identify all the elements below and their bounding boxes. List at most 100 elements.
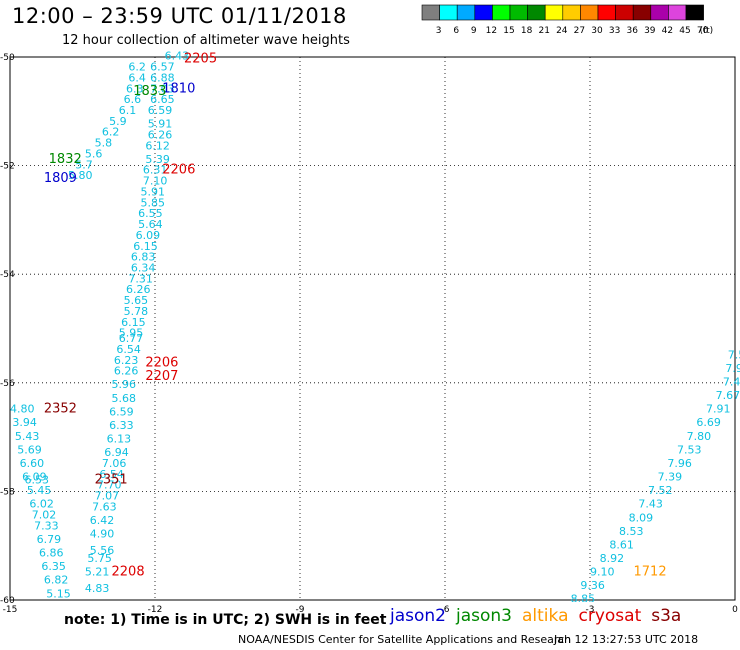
wave-height-label: 6.26 (126, 283, 151, 296)
legend-tick-label: 9 (471, 26, 477, 36)
wave-height-label: 7.5 (728, 348, 740, 361)
wave-height-label: 6.82 (44, 574, 68, 587)
wave-height-label: 5.78 (124, 305, 149, 318)
wave-height-label: 7.70 (97, 479, 122, 492)
wave-height-label: 6.69 (696, 416, 721, 429)
wave-height-label: 6.02 (29, 498, 54, 511)
wave-height-label: 6.3 (126, 82, 144, 95)
wave-height-label: 5.85 (141, 196, 166, 209)
wave-height-label: 6.09 (136, 229, 161, 242)
legend-tick-label: 24 (556, 26, 568, 36)
wave-height-label: 6.42 (90, 514, 115, 527)
wave-height-label: 6.09 (22, 471, 47, 484)
wave-height-label: 7.9 (725, 362, 740, 375)
lat-tick-label: -54 (0, 270, 15, 280)
wave-height-label: 9.10 (590, 566, 615, 579)
legend-tick-label: 3 (436, 26, 442, 36)
wave-height-label: 6.26 (114, 365, 138, 378)
pass-time-label: 1833 (133, 84, 166, 99)
satellite-legend: jason2 jason3 altika cryosat s3a (390, 606, 691, 626)
pass-time-label: 2206 (162, 163, 195, 178)
wave-height-label: 7.80 (687, 430, 712, 443)
wave-height-label: 5.21 (85, 566, 110, 579)
lon-tick-label: -12 (148, 605, 163, 615)
plot-frame (9, 56, 736, 601)
legend-tick-label: 70 (697, 26, 709, 36)
generated-timestamp: Jan 12 13:27:53 UTC 2018 (554, 633, 699, 646)
wave-height-label: 5.95 (119, 327, 144, 340)
wave-height-label: 6.43 (165, 50, 190, 63)
wave-height-label: 7.02 (32, 509, 57, 522)
legend-tick-label: 27 (574, 26, 585, 36)
wave-height-label: 6.59 (109, 405, 134, 418)
wave-height-label: 10.1 (708, 609, 733, 622)
footer-note: note: 1) Time is in UTC; 2) SWH is in fe… (64, 612, 387, 628)
lon-tick-label: -6 (441, 605, 450, 615)
lon-tick-label: 0 (732, 605, 738, 615)
wave-height-label: 4.83 (85, 582, 110, 595)
wave-height-label: 4.90 (90, 528, 115, 541)
wave-height-label: 3.94 (12, 416, 37, 429)
legend-tick-label: 42 (662, 26, 673, 36)
wave-height-label: 6.57 (150, 61, 175, 74)
wave-height-label: 7.33 (34, 519, 59, 532)
wave-height-label: 5.91 (141, 185, 166, 198)
wave-height-label: 6.34 (131, 261, 156, 274)
legend-tick-label: 18 (521, 26, 533, 36)
wave-height-label: 5.8 (95, 137, 113, 150)
wave-height-label: 6.13 (107, 433, 131, 446)
pass-time-label: 2207 (145, 369, 178, 384)
wave-height-label: 5.68 (112, 392, 137, 405)
wave-height-label: 8.53 (619, 525, 644, 538)
wave-height-label: 6.77 (119, 332, 144, 345)
wave-height-label: 7.91 (706, 403, 731, 416)
wave-height-label: 8.61 (609, 538, 634, 551)
wave-height-label: 5.64 (138, 218, 163, 231)
wave-height-label: 6.26 (148, 128, 173, 141)
wave-height-label: 5.91 (148, 118, 173, 131)
legend-tick-label: 12 (486, 26, 497, 36)
wave-height-label: 6.53 (25, 473, 50, 486)
wave-height-label: 6.65 (150, 93, 175, 106)
wave-height-label: 7.43 (638, 498, 663, 511)
satellite-label-s3a: s3a (651, 606, 682, 626)
wave-height-label: 7.06 (102, 457, 127, 470)
credit-text: NOAA/NESDIS Center for Satellite Applica… (238, 633, 572, 646)
wave-height-label: 7.63 (92, 500, 117, 513)
lat-tick-label: -60 (0, 596, 15, 606)
wave-height-label: 5.96 (112, 378, 137, 391)
wave-height-label: 5.75 (87, 552, 112, 565)
wave-height-label: 6.86 (39, 547, 64, 560)
wave-height-label: 6.54 (99, 468, 124, 481)
legend-tick-label: 33 (609, 26, 620, 36)
wave-height-label: 5.69 (17, 443, 42, 456)
wave-height-label: 7.39 (658, 471, 683, 484)
legend-tick-label: 36 (626, 26, 638, 36)
wave-height-label: 6.33 (109, 419, 134, 432)
wave-height-label: 6.15 (133, 240, 158, 253)
legend-tick-label: 39 (644, 26, 656, 36)
lat-tick-label: -56 (0, 379, 15, 389)
pass-time-label: 1832 (49, 152, 82, 167)
wave-height-label: 6.2 (128, 61, 146, 74)
legend-tick-label: 15 (503, 26, 514, 36)
wave-height-label: 7.31 (128, 272, 153, 285)
wave-height-label: 6.31 (143, 164, 168, 177)
wave-height-label: 6.23 (114, 354, 138, 367)
wave-height-label: 8.92 (600, 552, 625, 565)
wave-height-label: 6.59 (148, 104, 173, 117)
legend-tick-label: 21 (538, 26, 549, 36)
wave-height-label: 6.6 (124, 93, 142, 106)
wave-height-label: 6.4 (128, 71, 146, 84)
wave-height-label: 5.65 (124, 294, 149, 307)
wave-height-label: 7.67 (716, 389, 740, 402)
wave-height-label: 6.15 (49, 601, 74, 614)
color-legend: 3 6 9 12 15 18 21 24 27 30 33 36 39 42 45 70(ft) (421, 4, 714, 36)
satellite-label-cryosat: cryosat (578, 606, 642, 626)
satellite-label-altika: altika (522, 606, 569, 626)
legend-unit: (ft) (700, 26, 714, 36)
wave-height-label: 7.07 (95, 490, 120, 503)
wave-height-label: 6.88 (150, 71, 175, 84)
wave-height-label: 6.83 (131, 251, 156, 264)
